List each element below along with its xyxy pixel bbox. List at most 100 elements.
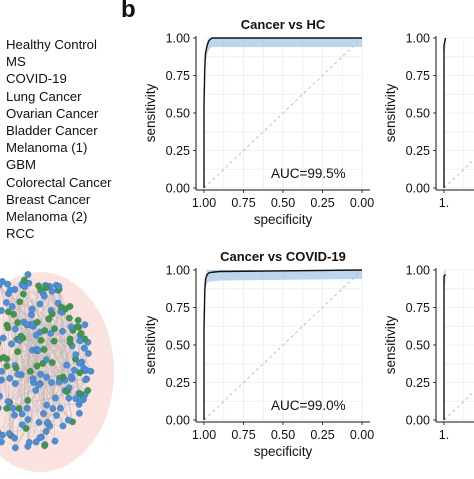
legend-item: Ovarian Cancer <box>6 105 112 122</box>
network-node <box>24 405 30 411</box>
network-node <box>77 398 83 404</box>
network-node <box>34 319 40 325</box>
legend-item: Colorectal Cancer <box>6 174 112 191</box>
network-node <box>4 405 10 411</box>
legend-item: Lung Cancer <box>6 88 112 105</box>
network-node <box>88 368 94 374</box>
network-node <box>36 419 42 425</box>
network-node <box>12 326 18 332</box>
network-node <box>85 387 91 393</box>
y-axis-label: sensitivity <box>143 315 158 374</box>
network-node <box>9 303 15 309</box>
grid <box>444 38 474 188</box>
network-node <box>29 306 35 312</box>
network-node <box>56 379 62 385</box>
grid <box>444 270 474 420</box>
chart-title: Cancer vs COVID-19 <box>220 249 346 264</box>
x-tick-label: 0.50 <box>271 196 295 210</box>
y-tick-label: 0.50 <box>406 107 430 121</box>
network-node <box>33 387 39 393</box>
network-node <box>26 439 32 445</box>
y-tick-label: 0.50 <box>406 339 430 353</box>
network-node <box>82 377 88 383</box>
auc-annotation: AUC=99.5% <box>271 166 346 181</box>
legend-item: RCC <box>6 225 112 242</box>
y-tick-label: 0.75 <box>166 301 190 315</box>
network-node <box>14 319 20 325</box>
network-node <box>76 410 82 416</box>
y-axis-label: sensitivity <box>383 315 398 374</box>
y-tick-label: 1.00 <box>406 32 430 46</box>
network-node <box>45 420 51 426</box>
y-tick-label: 0.50 <box>166 339 190 353</box>
network-node <box>34 363 40 369</box>
network-node <box>64 362 70 368</box>
network-node <box>68 324 74 330</box>
y-tick-label: 0.75 <box>406 301 430 315</box>
network-node <box>0 354 6 360</box>
network-node <box>20 335 26 341</box>
network-node <box>78 330 84 336</box>
y-tick-label: 0.75 <box>406 69 430 83</box>
y-tick-label: 0.00 <box>406 414 430 428</box>
network-node <box>73 351 79 357</box>
legend-item: Healthy Control <box>6 36 112 53</box>
legend-item: Melanoma (2) <box>6 208 112 225</box>
legend-item: Bladder Cancer <box>6 122 112 139</box>
network-node <box>35 347 41 353</box>
network-node <box>0 368 5 374</box>
network-node <box>3 299 9 305</box>
x-axis-label: specificity <box>254 212 313 227</box>
network-node <box>10 405 16 411</box>
y-tick-label: 0.50 <box>166 107 190 121</box>
network-node <box>33 439 39 445</box>
x-tick-label: 0.25 <box>310 428 334 442</box>
network-node <box>67 339 73 345</box>
network-node <box>19 422 25 428</box>
roc-panel: Cancer vs COVID-190.000.250.500.751.001.… <box>143 249 374 459</box>
network-node <box>77 338 83 344</box>
network-node <box>7 375 13 381</box>
network-node <box>56 283 62 289</box>
legend-item: Melanoma (1) <box>6 139 112 156</box>
network-node <box>41 442 47 448</box>
x-tick-label: 0.50 <box>271 428 295 442</box>
y-tick-label: 1.00 <box>406 264 430 278</box>
y-tick-label: 0.25 <box>166 144 190 158</box>
network-node <box>59 328 65 334</box>
legend-item: COVID-19 <box>6 70 112 87</box>
x-tick-label: 1. <box>439 196 449 210</box>
network-node <box>25 416 31 422</box>
network-node <box>10 311 16 317</box>
network-node <box>14 348 20 354</box>
network-node <box>64 388 70 394</box>
network-node <box>50 405 56 411</box>
y-tick-label: 1.00 <box>166 264 190 278</box>
roc-panel: Co0.000.250.500.751.001.sensitivity <box>383 249 474 442</box>
roc-panel: Ca0.000.250.500.751.001.sensitivity <box>383 17 474 210</box>
network-node <box>43 374 49 380</box>
network-node <box>82 321 88 327</box>
y-axis-label: sensitivity <box>143 83 158 142</box>
network-node <box>68 373 74 379</box>
network-node <box>49 311 55 317</box>
network-node <box>30 375 36 381</box>
y-tick-label: 0.25 <box>406 376 430 390</box>
network-node <box>25 271 31 277</box>
x-tick-label: 0.00 <box>350 196 374 210</box>
network-node <box>20 291 26 297</box>
network-node <box>43 284 49 290</box>
network-node <box>21 277 27 283</box>
network-node <box>25 397 31 403</box>
y-tick-label: 0.25 <box>166 376 190 390</box>
y-tick-label: 1.00 <box>166 32 190 46</box>
network-node <box>13 365 19 371</box>
network-node <box>76 360 82 366</box>
network-node <box>8 341 14 347</box>
network-node <box>53 412 59 418</box>
network-node <box>48 379 54 385</box>
legend-item: Breast Cancer <box>6 191 112 208</box>
network-node <box>81 345 87 351</box>
roc-curve <box>444 275 446 421</box>
